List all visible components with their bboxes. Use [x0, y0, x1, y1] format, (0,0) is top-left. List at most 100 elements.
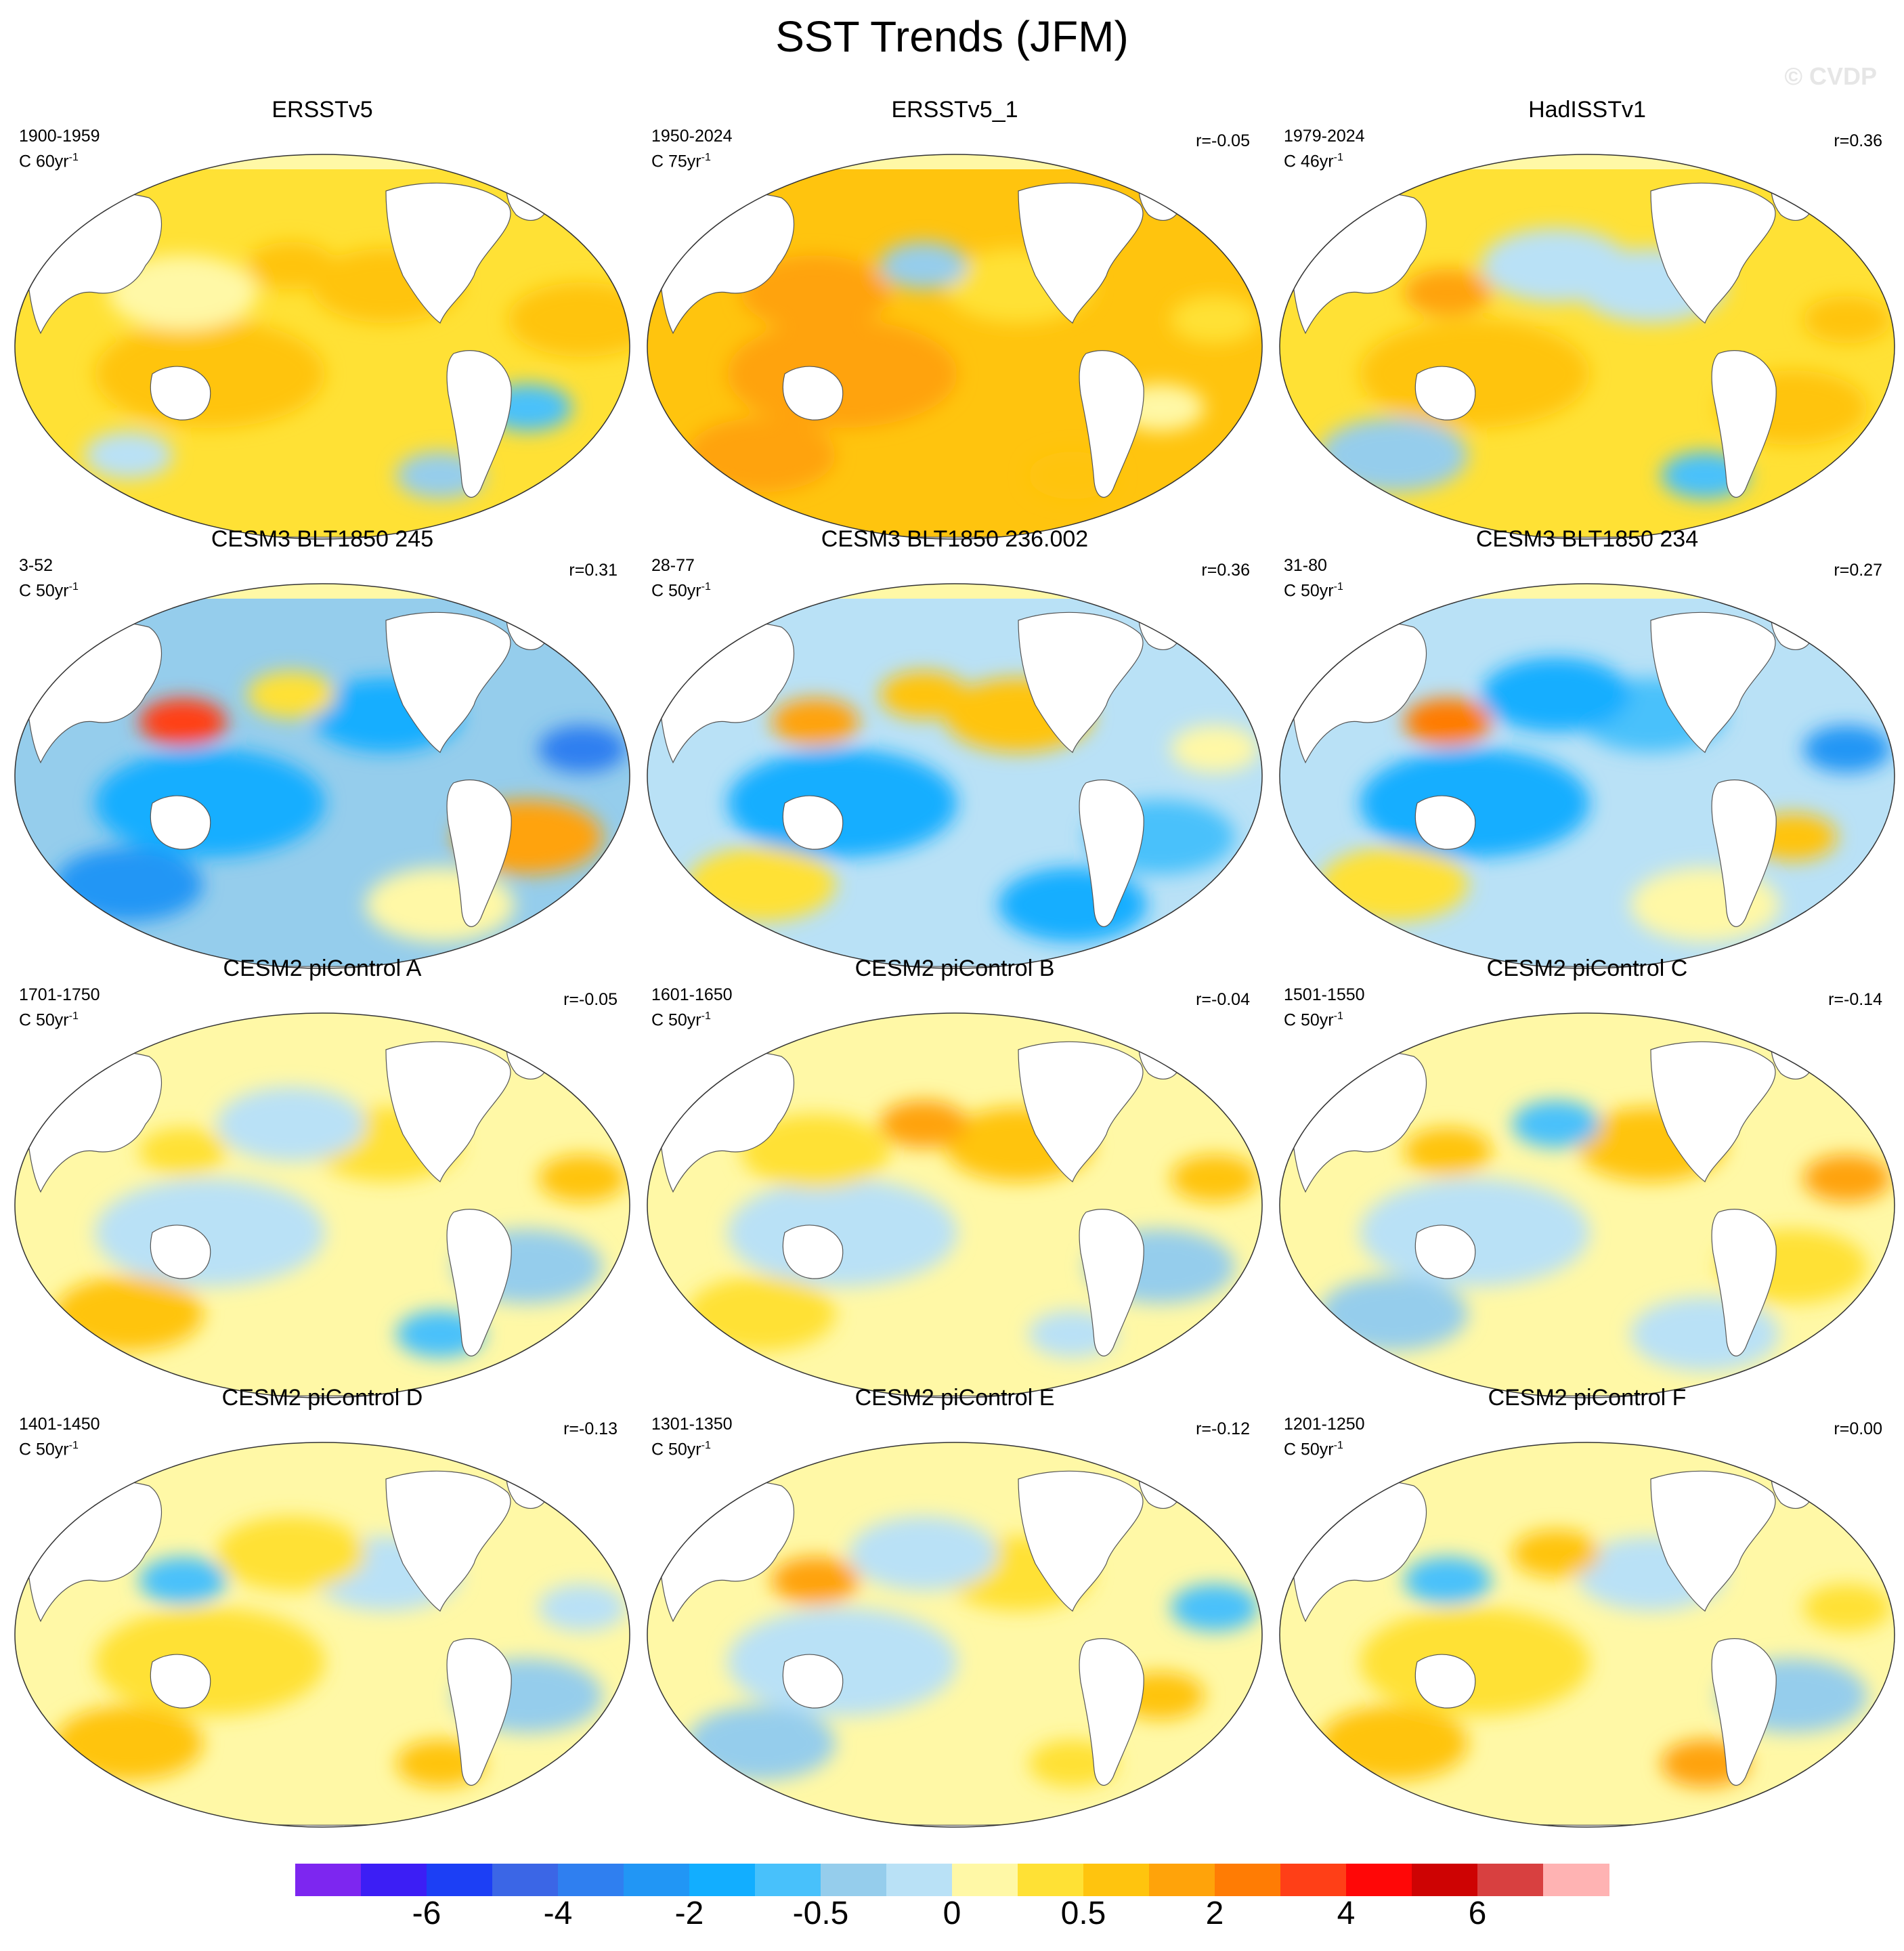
panel-period-unit: 1201-1250 C 50yr-1	[1284, 1414, 1365, 1460]
sst-anomaly-region	[508, 282, 630, 357]
sst-anomaly-region	[1803, 1155, 1891, 1202]
map-border	[14, 154, 630, 540]
sst-anomaly-region	[217, 1516, 366, 1591]
panel-unit: C 50yr-1	[1284, 1435, 1365, 1460]
polar-cap	[1280, 1442, 1895, 1457]
landmass	[782, 1224, 844, 1279]
colorbar-swatch	[427, 1864, 493, 1896]
panel-correlation: r=0.27	[1834, 561, 1882, 580]
sst-trend-map	[14, 1012, 630, 1398]
map-border	[647, 154, 1263, 540]
panel-unit-text: C 50yr	[19, 1440, 69, 1459]
map-border	[1279, 154, 1895, 540]
sst-anomaly-region	[217, 1087, 366, 1161]
panel-period-unit: 1979-2024 C 46yr-1	[1284, 126, 1365, 172]
landmass	[1711, 1638, 1777, 1786]
sst-anomaly-region	[727, 320, 957, 428]
sst-anomaly-region	[139, 1557, 227, 1604]
panel-period-unit: 1301-1350 C 50yr-1	[651, 1414, 733, 1460]
landmass	[1079, 350, 1144, 498]
colorbar-swatch	[1543, 1864, 1609, 1896]
sst-anomaly-region	[1171, 725, 1259, 773]
sst-anomaly-region	[247, 242, 335, 289]
colorbar-swatch	[1083, 1864, 1150, 1896]
panel-unit-text: C 50yr	[1284, 1010, 1334, 1030]
map-panel: CESM2 piControl A 1701-1750 C 50yr-1 r=-0.0…	[7, 955, 638, 1398]
sst-anomaly-region	[727, 1608, 957, 1716]
sst-anomaly-region	[1481, 658, 1630, 732]
landmass	[446, 1638, 512, 1786]
sst-anomaly-region	[538, 1155, 626, 1202]
sst-trend-map	[14, 583, 630, 969]
panel-period: 1301-1350	[651, 1415, 733, 1434]
ocean-field	[647, 584, 1262, 968]
panel-period-unit: 1601-1650 C 50yr-1	[651, 985, 733, 1031]
panel-title: CESM2 piControl C	[1486, 956, 1688, 981]
sst-anomaly-region	[880, 671, 968, 719]
landmass	[385, 182, 511, 324]
landmass	[1414, 795, 1476, 850]
panel-unit: C 50yr-1	[651, 1435, 733, 1460]
sst-anomaly-region	[1319, 1277, 1468, 1351]
ocean-field	[647, 154, 1262, 539]
sst-trend-map	[647, 583, 1263, 969]
ocean-field	[1280, 1442, 1895, 1827]
panel-correlation: r=-0.04	[1196, 990, 1250, 1009]
sst-anomaly-region	[1360, 1608, 1590, 1716]
panel-correlation: r=0.00	[1834, 1419, 1882, 1438]
landmass	[385, 1470, 511, 1612]
panel-title: CESM2 piControl D	[221, 1385, 423, 1411]
panel-unit-exponent: -1	[68, 152, 79, 163]
ocean-field	[1280, 1013, 1895, 1398]
panel-unit-text: C 50yr	[651, 1010, 701, 1030]
landmass	[1650, 1470, 1776, 1612]
sst-anomaly-region	[849, 1516, 998, 1591]
sst-anomaly-region	[95, 1178, 325, 1287]
sst-anomaly-region	[1803, 1584, 1891, 1631]
landmass	[385, 1041, 511, 1182]
colorbar	[295, 1864, 1609, 1898]
polar-cap	[1280, 584, 1895, 599]
panel-title: CESM2 piControl A	[223, 956, 422, 981]
landmass	[150, 1654, 211, 1709]
sst-trend-map	[1279, 583, 1895, 969]
panel-correlation: r=-0.05	[1196, 131, 1250, 150]
sst-anomaly-region	[771, 698, 859, 746]
panel-correlation: r=-0.12	[1196, 1419, 1250, 1438]
colorbar-swatch	[952, 1864, 1018, 1896]
watermark: © CVDP	[1784, 62, 1877, 90]
panel-unit-exponent: -1	[68, 1440, 79, 1451]
panel-period: 1900-1959	[19, 127, 100, 146]
panel-unit: C 50yr-1	[1284, 576, 1343, 601]
panel-period: 3-52	[19, 556, 53, 575]
sst-trend-map	[1279, 1012, 1895, 1398]
panel-title: CESM2 piControl B	[854, 956, 1055, 981]
polar-cap	[647, 1013, 1262, 1028]
panel-period: 1401-1450	[19, 1415, 100, 1434]
colorbar-tick-label: -4	[543, 1895, 573, 1931]
sst-anomaly-region	[880, 242, 968, 289]
landmass	[385, 612, 511, 753]
panel-period-unit: 1701-1750 C 50yr-1	[19, 985, 100, 1031]
panel-unit-text: C 50yr	[1284, 581, 1334, 601]
panel-period-unit: 31-80 C 50yr-1	[1284, 555, 1343, 601]
map-border	[1279, 583, 1895, 969]
panel-period: 1601-1650	[651, 985, 733, 1004]
map-border	[647, 1442, 1263, 1828]
landmass	[1711, 350, 1777, 498]
sst-trend-map	[647, 1012, 1263, 1398]
colorbar-swatch	[1412, 1864, 1478, 1896]
panel-period-unit: 1900-1959 C 60yr-1	[19, 126, 100, 172]
sst-anomaly-region	[538, 725, 626, 773]
ocean-field	[647, 1442, 1262, 1827]
map-border	[1279, 1012, 1895, 1398]
panel-period-unit: 1950-2024 C 75yr-1	[651, 126, 733, 172]
panel-unit: C 50yr-1	[651, 1006, 733, 1031]
colorbar-swatch	[1149, 1864, 1215, 1896]
colorbar-tick-label: 2	[1205, 1895, 1224, 1931]
panel-period: 1701-1750	[19, 985, 100, 1004]
sst-anomaly-region	[54, 847, 203, 922]
landmass	[1711, 1209, 1777, 1356]
panel-period: 1979-2024	[1284, 127, 1365, 146]
panel-unit-text: C 50yr	[1284, 1440, 1334, 1459]
